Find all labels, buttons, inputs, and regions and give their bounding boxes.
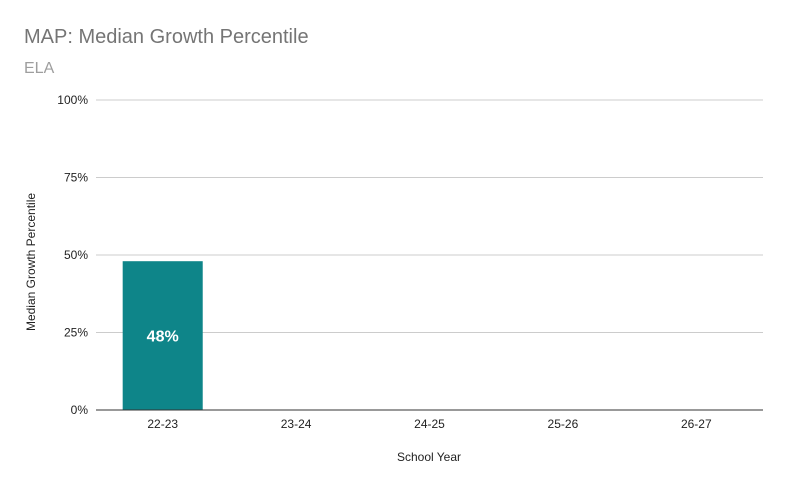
chart-subtitle: ELA bbox=[24, 60, 55, 77]
data-labels: 48% bbox=[147, 329, 179, 346]
y-tick-labels: 0% 25% 50% 75% 100% bbox=[57, 93, 88, 417]
x-tick-label: 24-25 bbox=[414, 417, 445, 431]
y-tick-label: 75% bbox=[64, 171, 88, 185]
x-axis-label: School Year bbox=[397, 450, 461, 464]
y-tick-label: 100% bbox=[57, 93, 88, 107]
x-tick-label: 26-27 bbox=[681, 417, 712, 431]
x-tick-label: 25-26 bbox=[548, 417, 579, 431]
y-tick-label: 25% bbox=[64, 326, 88, 340]
chart-title: MAP: Median Growth Percentile bbox=[24, 26, 309, 48]
gridlines bbox=[96, 99, 763, 333]
x-tick-label: 22-23 bbox=[147, 417, 178, 431]
y-tick-label: 50% bbox=[64, 248, 88, 262]
y-axis-label: Median Growth Percentile bbox=[24, 193, 38, 331]
x-tick-labels: 22-23 23-24 24-25 25-26 26-27 bbox=[147, 417, 712, 431]
x-tick-label: 23-24 bbox=[281, 417, 312, 431]
bar bbox=[122, 261, 203, 410]
y-tick-label: 0% bbox=[71, 403, 89, 417]
bar-data-label: 48% bbox=[147, 329, 179, 346]
bars bbox=[122, 261, 203, 410]
